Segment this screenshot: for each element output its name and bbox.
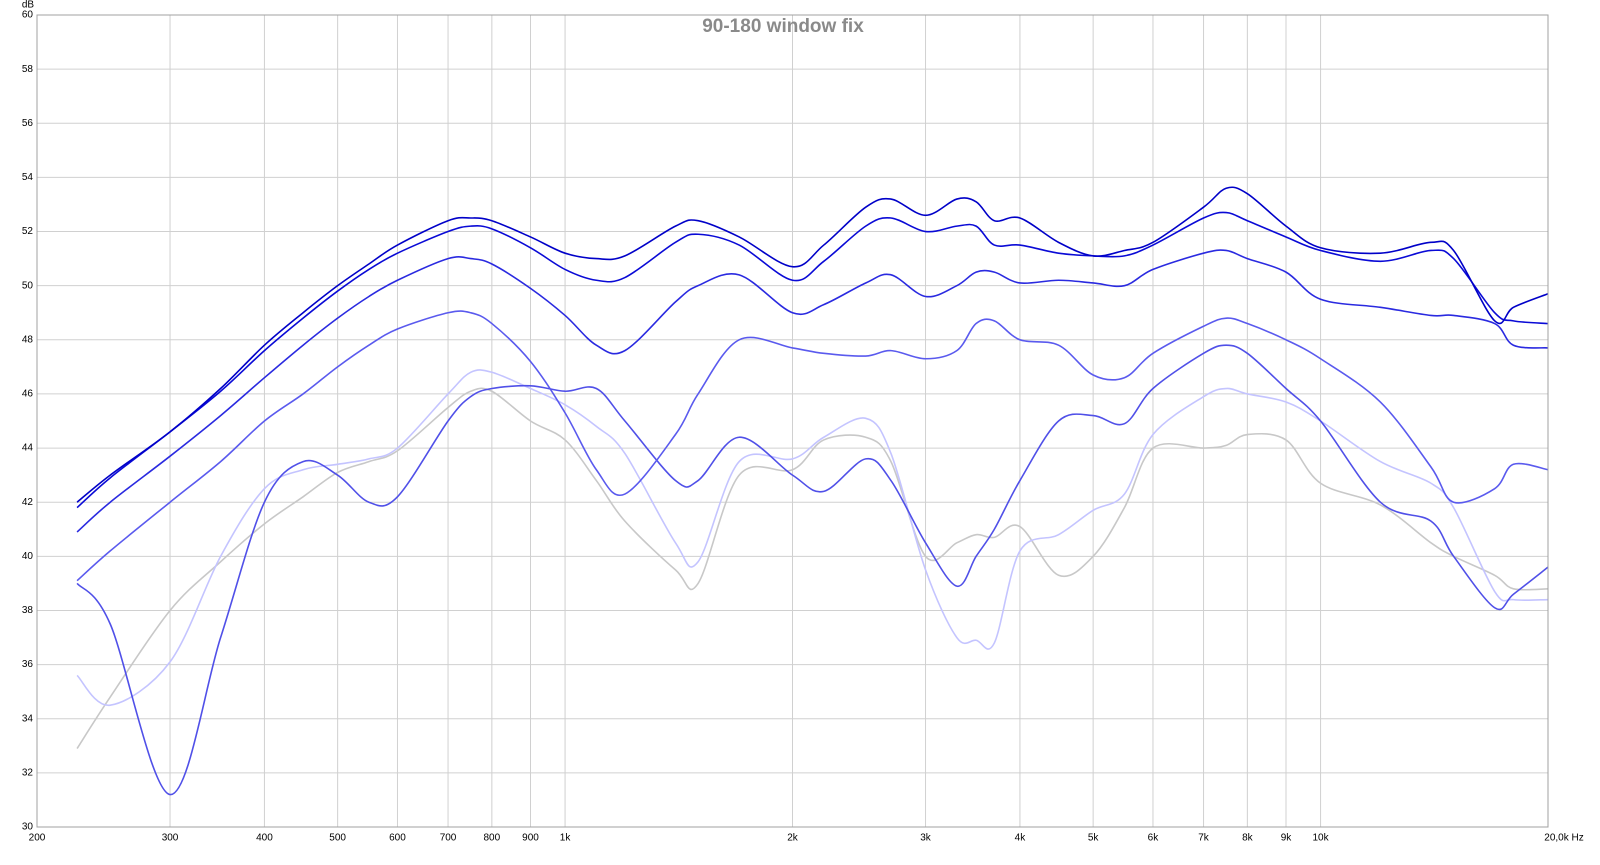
x-tick-label: 1k xyxy=(560,833,572,844)
y-tick-label: 30 xyxy=(22,822,34,833)
x-tick-label: 700 xyxy=(440,833,457,844)
x-tick-label: 4k xyxy=(1015,833,1027,844)
x-tick-label: 300 xyxy=(162,833,179,844)
y-tick-label: 36 xyxy=(22,659,34,670)
response-curve xyxy=(76,249,1549,533)
response-curve xyxy=(76,310,1549,582)
x-tick-label: 200 xyxy=(29,833,46,844)
plot-frame xyxy=(36,14,1549,828)
grid xyxy=(36,14,1549,828)
chart-title: 90-180 window fix xyxy=(702,16,864,37)
y-tick-label: 60 xyxy=(22,10,34,21)
y-tick-label: 56 xyxy=(22,118,34,129)
y-tick-label: 50 xyxy=(22,280,34,291)
y-tick-label: 48 xyxy=(22,334,34,345)
y-tick-label: 54 xyxy=(22,172,34,183)
y-tick-label: 46 xyxy=(22,389,34,400)
x-tick-label: 2k xyxy=(787,833,799,844)
response-curve xyxy=(76,186,1549,503)
response-curve xyxy=(76,211,1549,509)
x-tick-label: 400 xyxy=(256,833,273,844)
x-tick-label: 6k xyxy=(1148,833,1160,844)
curves xyxy=(76,186,1549,796)
y-tick-label: 58 xyxy=(22,64,34,75)
y-tick-label: 34 xyxy=(22,713,34,724)
y-axis-label: dB xyxy=(22,0,35,11)
x-tick-label: 900 xyxy=(522,833,539,844)
x-tick-label: 9k xyxy=(1281,833,1293,844)
response-curve xyxy=(76,369,1549,707)
response-curve xyxy=(76,344,1549,796)
x-tick-label: 600 xyxy=(389,833,406,844)
x-tick-label: 500 xyxy=(329,833,346,844)
y-tick-label: 44 xyxy=(22,443,34,454)
response-curve xyxy=(76,387,1549,749)
y-tick-label: 32 xyxy=(22,768,34,779)
y-tick-label: 52 xyxy=(22,226,34,237)
x-tick-label: 800 xyxy=(484,833,501,844)
x-tick-label: 7k xyxy=(1198,833,1210,844)
x-tick-label: 5k xyxy=(1088,833,1100,844)
x-tick-label: 3k xyxy=(920,833,932,844)
x-tick-label: 10k xyxy=(1313,833,1330,844)
y-tick-label: 40 xyxy=(22,551,34,562)
y-tick-label: 38 xyxy=(22,605,34,616)
x-tick-label: 20,0k Hz xyxy=(1544,833,1583,844)
x-tick-label: 8k xyxy=(1242,833,1254,844)
y-tick-label: 42 xyxy=(22,497,34,508)
